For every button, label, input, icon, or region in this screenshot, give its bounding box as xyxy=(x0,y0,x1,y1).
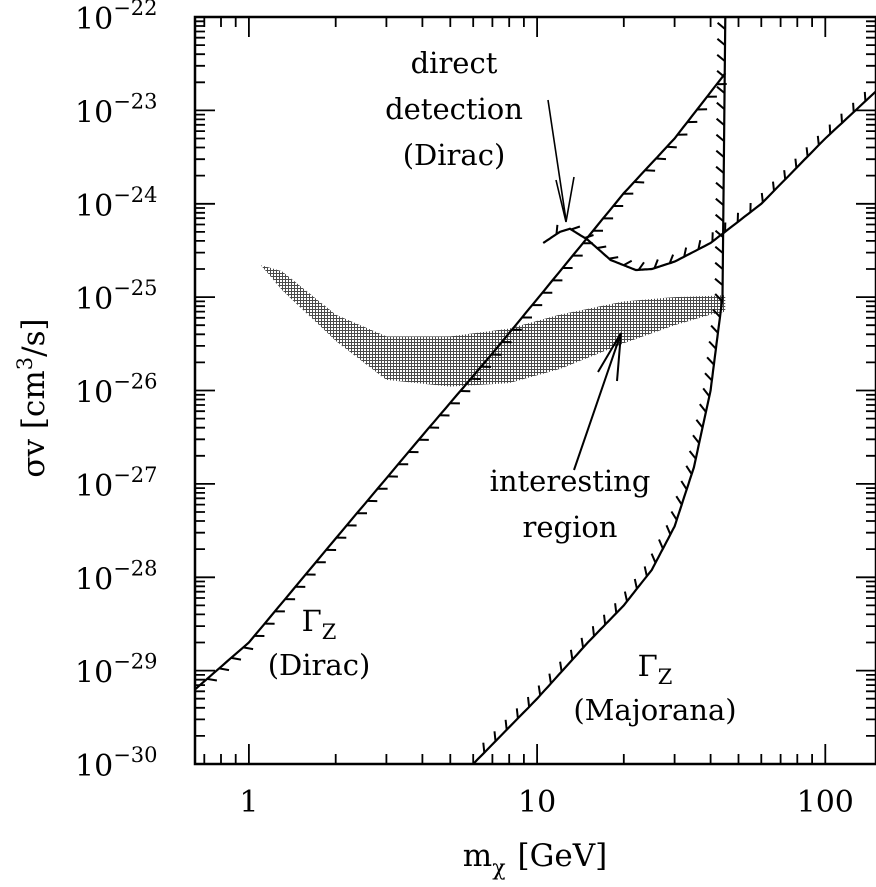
y-tick-exponent: −28 xyxy=(113,556,157,580)
y-tick-exponent: −27 xyxy=(113,463,157,487)
y-axis-title-superscript: 3 xyxy=(13,357,37,370)
y-tick-exponent: −29 xyxy=(113,650,157,674)
y-tick-label: 10−26 xyxy=(75,370,158,411)
interesting-region-label: interesting xyxy=(490,464,651,498)
gamma-z-majorana-hatch xyxy=(482,22,726,753)
curves-layer xyxy=(194,16,876,765)
direct-detection-line xyxy=(542,90,876,272)
interesting-region-arrow-head xyxy=(597,332,622,382)
x-axis-title: mχ [GeV] xyxy=(463,838,607,881)
y-tick-label: 10−23 xyxy=(75,89,158,130)
x-tick-label: 10 xyxy=(518,785,556,820)
interesting-region-label: region xyxy=(522,510,617,544)
y-tick-label: 10−24 xyxy=(75,183,158,224)
axis-ticks xyxy=(195,17,876,765)
x-tick-label: 100 xyxy=(797,785,854,820)
direct-detection-arrow-shaft xyxy=(547,99,567,221)
interesting-region-shape xyxy=(260,265,726,387)
gamma-z-dirac-label-subscript: Z xyxy=(322,620,337,644)
y-tick-exponent: −23 xyxy=(113,89,157,113)
gamma-z-majorana-line xyxy=(472,16,727,765)
y-axis-title-unit: /s] xyxy=(16,318,52,356)
y-axis-title: σv [cm3/s] xyxy=(13,318,52,477)
y-tick-exponent: −22 xyxy=(113,0,157,20)
y-tick-exponent: −24 xyxy=(113,183,157,207)
y-tick-label: 10−27 xyxy=(75,463,158,504)
gamma-z-dirac-label: (Dirac) xyxy=(268,648,371,682)
gamma-z-dirac-label: ΓZ xyxy=(302,604,337,644)
y-tick-label: 10−28 xyxy=(75,556,158,597)
ticks-layer xyxy=(195,17,876,765)
y-tick-exponent: −25 xyxy=(113,276,157,300)
y-tick-exponent: −26 xyxy=(113,370,157,394)
y-tick-label: 10−22 xyxy=(75,0,158,37)
gamma-z-dirac-hatch xyxy=(206,83,727,682)
gamma-z-dirac-line xyxy=(194,72,727,691)
interesting-region-arrow-shaft xyxy=(573,335,621,471)
y-tick-exponent: −30 xyxy=(113,743,157,767)
direct-detection-label: (Dirac) xyxy=(403,138,506,172)
shaded-region-layer xyxy=(260,265,726,387)
direct-detection-label: direct xyxy=(411,46,498,80)
x-tick-label: 1 xyxy=(239,785,258,820)
y-tick-label: 10−30 xyxy=(75,743,158,784)
text-layer: 1 10 100 10−30 10−29 10−28 10−27 10−26 10−25 10−2… xyxy=(13,0,854,881)
direct-detection-hatch xyxy=(555,91,867,271)
y-tick-label: 10−25 xyxy=(75,276,158,317)
gamma-z-majorana-label: (Majorana) xyxy=(573,693,736,727)
x-axis-title-unit: [GeV] xyxy=(518,838,608,874)
direct-detection-arrow-head xyxy=(555,176,575,223)
gamma-z-majorana-label-subscript: Z xyxy=(658,665,673,689)
direct-detection-label: detection xyxy=(385,92,523,126)
x-axis-title-subscript: χ xyxy=(492,856,505,881)
y-tick-label: 10−29 xyxy=(75,650,158,691)
gamma-z-majorana-label: ΓZ xyxy=(638,649,673,689)
